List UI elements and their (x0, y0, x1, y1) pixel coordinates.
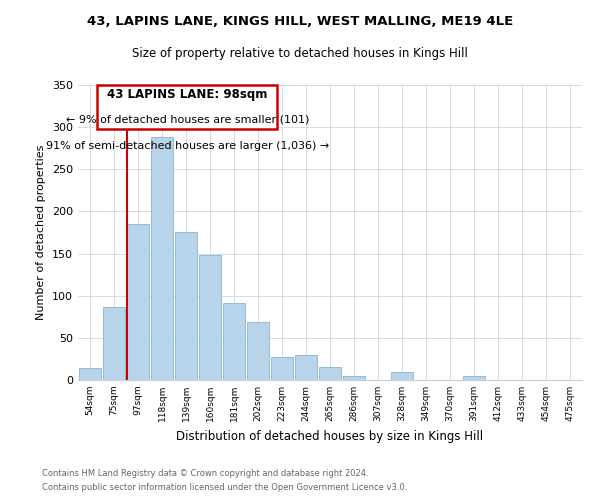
Text: 91% of semi-detached houses are larger (1,036) →: 91% of semi-detached houses are larger (… (46, 141, 329, 151)
FancyBboxPatch shape (97, 85, 277, 129)
Text: 43, LAPINS LANE, KINGS HILL, WEST MALLING, ME19 4LE: 43, LAPINS LANE, KINGS HILL, WEST MALLIN… (87, 15, 513, 28)
X-axis label: Distribution of detached houses by size in Kings Hill: Distribution of detached houses by size … (176, 430, 484, 442)
Bar (175, 232, 197, 380)
Bar (223, 304, 245, 380)
Bar (79, 368, 101, 380)
Bar (271, 357, 293, 380)
Bar (319, 368, 341, 380)
Text: Contains HM Land Registry data © Crown copyright and database right 2024.: Contains HM Land Registry data © Crown c… (42, 468, 368, 477)
Y-axis label: Number of detached properties: Number of detached properties (37, 145, 46, 320)
Text: Size of property relative to detached houses in Kings Hill: Size of property relative to detached ho… (132, 48, 468, 60)
Bar (391, 372, 413, 380)
Text: 43 LAPINS LANE: 98sqm: 43 LAPINS LANE: 98sqm (107, 88, 268, 101)
Bar (295, 354, 317, 380)
Text: Contains public sector information licensed under the Open Government Licence v3: Contains public sector information licen… (42, 484, 407, 492)
Bar (151, 138, 173, 380)
Bar (199, 256, 221, 380)
Bar (247, 322, 269, 380)
Bar (127, 224, 149, 380)
Bar (463, 376, 485, 380)
Text: ← 9% of detached houses are smaller (101): ← 9% of detached houses are smaller (101… (65, 114, 309, 124)
Bar (103, 306, 125, 380)
Bar (343, 376, 365, 380)
